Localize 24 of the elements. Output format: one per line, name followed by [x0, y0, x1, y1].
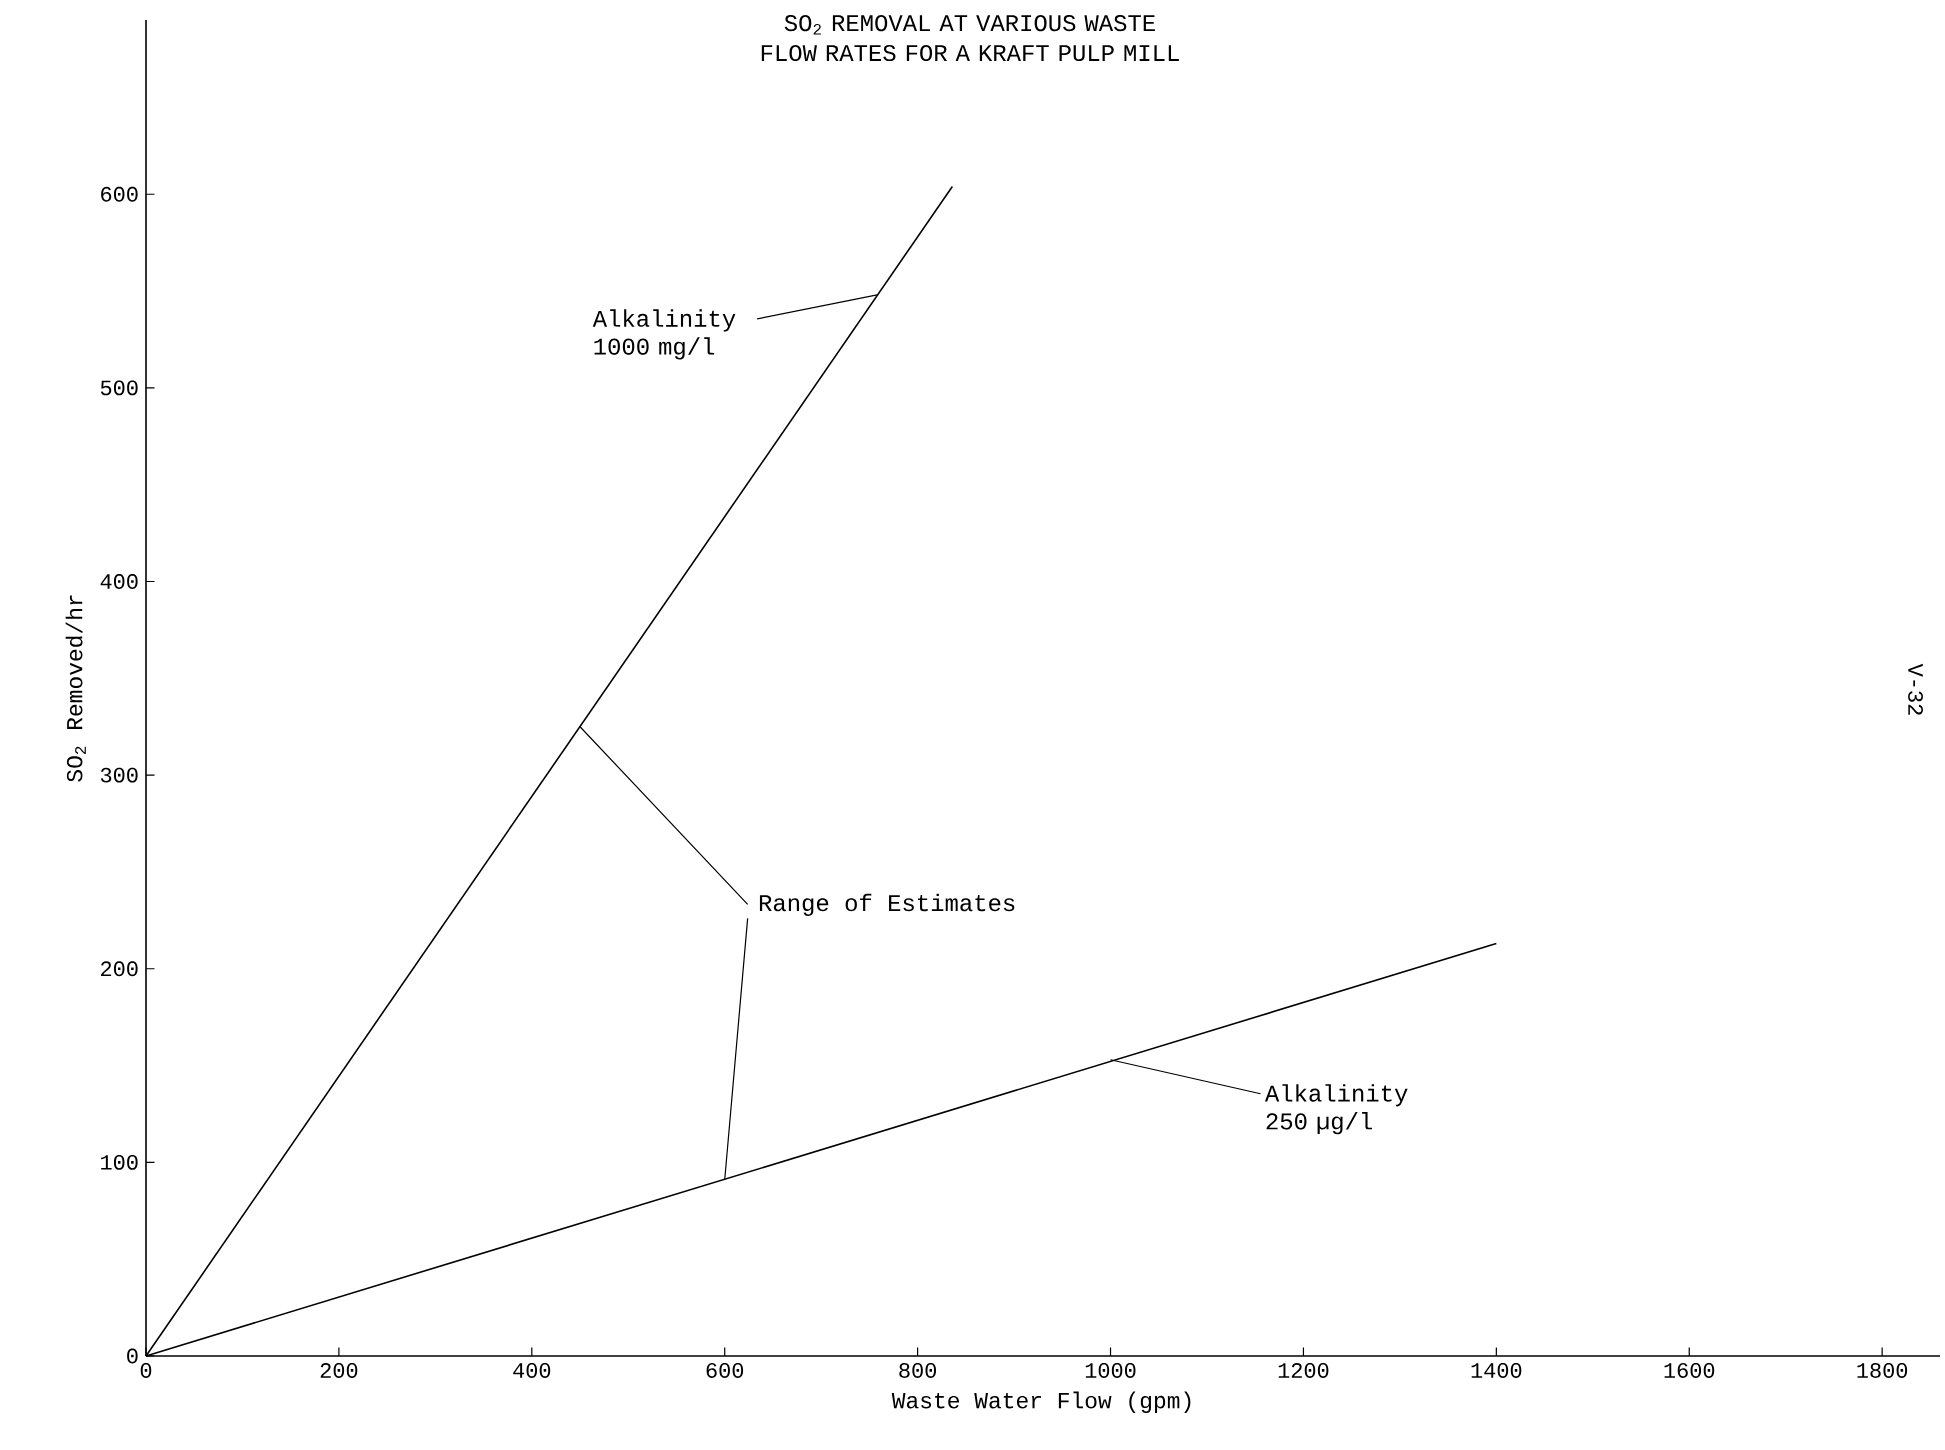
annotation: Alkalinity 1000 mg/l	[592, 309, 736, 360]
x-tick-label: 1200	[1278, 1363, 1329, 1378]
annotation: V-32	[1908, 663, 1923, 715]
x-tick-label: 200	[320, 1363, 358, 1378]
chart-title: SO$_{2}$ REMOVAL AT VARIOUS WASTE FLOW RATES FOR A KRAFT PULP MILL	[761, 15, 1179, 62]
x-tick-label: 1000	[1085, 1363, 1136, 1378]
y-tick-label: 600	[101, 186, 138, 202]
annotation: Alkalinity 250 µg/l	[1264, 1084, 1408, 1135]
y-tick-label: 100	[101, 1154, 138, 1170]
x-tick-label: 400	[513, 1363, 551, 1378]
annotation: Range of Estimates	[759, 893, 1015, 916]
x-tick-label: 1400	[1471, 1363, 1522, 1378]
x-tick-label: 0	[140, 1363, 152, 1378]
x-axis-title: Waste Water Flow (gpm)	[891, 1391, 1191, 1413]
y-tick-label: 0	[127, 1348, 138, 1364]
x-tick-label: 1800	[1857, 1363, 1908, 1378]
y-tick-label: 300	[100, 767, 138, 783]
x-tick-label: 600	[706, 1363, 744, 1378]
y-tick-label: 500	[100, 380, 138, 396]
x-tick-label: 1600	[1664, 1363, 1715, 1378]
y-tick-label: 200	[101, 961, 138, 977]
y-tick-label: 400	[100, 574, 138, 589]
x-tick-label: 800	[899, 1363, 937, 1378]
y-axis-title: SO$_{2}$ Removed/hr	[65, 595, 86, 782]
